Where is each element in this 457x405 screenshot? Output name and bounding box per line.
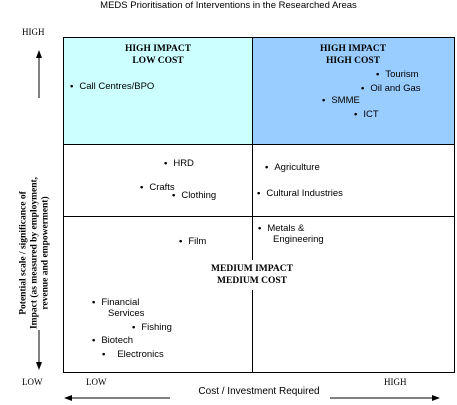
- item-tourism: • Tourism: [376, 69, 419, 80]
- y-axis-high: HIGH: [22, 27, 45, 37]
- quadrant-title-top-right: HIGH IMPACT HIGH COST: [319, 44, 387, 66]
- arrow-down-icon: [36, 362, 42, 370]
- arrow-up-icon: [36, 50, 42, 58]
- item-oil-gas: • Oil and Gas: [361, 83, 421, 94]
- x-axis-label: Cost / Investment Required: [198, 386, 320, 397]
- lower-divider: [63, 216, 455, 217]
- item-ict: • ICT: [354, 109, 379, 120]
- item-film: • Film: [179, 236, 207, 247]
- upper-divider: [63, 144, 455, 145]
- quadrant-title-top-left: HIGH IMPACT LOW COST: [124, 44, 192, 66]
- item-cultural-industries: • Cultural Industries: [257, 188, 343, 199]
- x-axis-low: LOW: [86, 377, 107, 387]
- quadrant-title-center: MEDIUM IMPACT MEDIUM COST: [211, 264, 293, 286]
- quadrant-high-impact-high-cost: [252, 38, 454, 144]
- item-clothing: • Clothing: [172, 190, 217, 201]
- x-axis-high: HIGH: [384, 377, 407, 387]
- arrow-left-icon: [64, 395, 72, 401]
- vertical-divider-lower: [252, 290, 253, 373]
- item-fishing: • Fishing: [132, 322, 172, 333]
- y-axis-low: LOW: [22, 377, 43, 387]
- item-call-centres: • Call Centres/BPO: [70, 81, 155, 92]
- item-electronics: • Electronics: [102, 349, 164, 360]
- item-agriculture: • Agriculture: [265, 162, 320, 173]
- item-hrd: • HRD: [164, 158, 194, 169]
- matrix-frame: [63, 37, 455, 373]
- arrow-right-icon: [432, 395, 440, 401]
- chart-title: MEDS Prioritisation of Interventions in …: [100, 0, 357, 11]
- item-financial-services: • Financial Services: [92, 297, 145, 319]
- quadrant-high-impact-low-cost: [64, 38, 252, 144]
- item-metals-engineering: • Metals & Engineering: [258, 223, 324, 245]
- item-crafts: • Crafts: [140, 182, 175, 193]
- vertical-divider-upper: [252, 37, 253, 260]
- y-axis-label: Potential scale / significance of Impact…: [18, 176, 51, 330]
- item-biotech: • Biotech: [92, 335, 134, 346]
- item-smme: • SMME: [322, 95, 360, 106]
